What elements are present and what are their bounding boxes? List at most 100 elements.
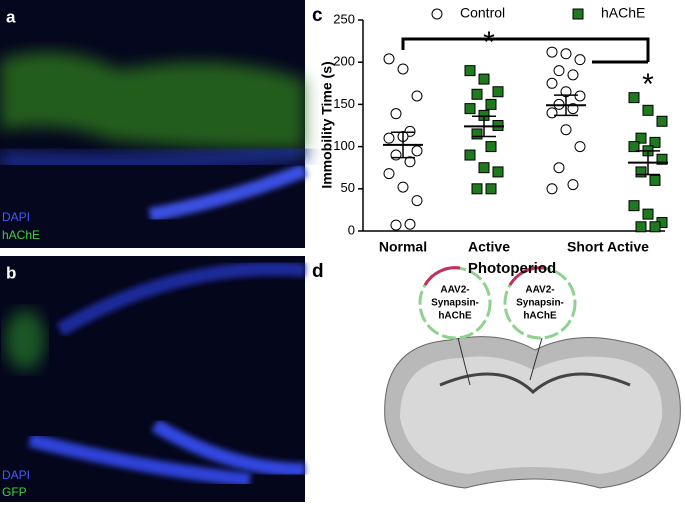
significance-bracket xyxy=(401,37,650,62)
x-tick-label: Active xyxy=(468,239,510,255)
x-tick-label: Short Active xyxy=(567,239,649,255)
data-point xyxy=(642,104,654,116)
data-point xyxy=(471,88,483,100)
data-point xyxy=(397,181,409,193)
data-point xyxy=(649,174,661,186)
hippocampus xyxy=(439,372,631,395)
y-tick-label: 200 xyxy=(333,54,355,69)
data-point xyxy=(628,200,640,212)
vector-label: Synapsin- xyxy=(431,298,479,309)
data-point xyxy=(464,103,476,115)
data-point xyxy=(464,149,476,161)
vector-label: hAChE xyxy=(523,311,557,322)
y-tick-label: 50 xyxy=(341,180,355,195)
injection-line xyxy=(457,337,471,386)
data-point xyxy=(478,73,490,85)
significance-mark: * xyxy=(483,26,495,59)
legend-label: Control xyxy=(460,5,505,21)
stain-label: GFP xyxy=(2,485,27,499)
data-point xyxy=(560,124,572,136)
data-point xyxy=(574,141,586,153)
y-tick-label: 150 xyxy=(333,96,355,111)
data-point xyxy=(628,141,640,153)
data-point xyxy=(642,208,654,220)
vector-map xyxy=(508,266,546,286)
x-tick-label: Normal xyxy=(379,239,427,255)
data-point xyxy=(390,108,402,120)
data-point xyxy=(635,221,647,233)
panel-label: c xyxy=(312,5,323,26)
panel-label: a xyxy=(6,7,16,26)
data-point xyxy=(485,98,497,110)
data-point xyxy=(567,69,579,81)
significance-mark: * xyxy=(642,68,654,101)
stain-region xyxy=(56,261,306,337)
panel-label: b xyxy=(6,263,16,282)
vector-label: AAV2- xyxy=(440,285,469,296)
panel-d: d AAV2- Synapsin-hAChE AAV2- Synapsin-hAChE xyxy=(312,261,681,489)
stain-label: hAChE xyxy=(2,228,40,242)
data-point xyxy=(485,183,497,195)
data-point xyxy=(553,65,565,77)
data-point xyxy=(553,162,565,174)
data-point xyxy=(656,115,668,127)
data-point xyxy=(649,136,661,148)
y-tick-label: 250 xyxy=(333,11,355,26)
data-point xyxy=(411,195,423,207)
legend-label: hAChE xyxy=(601,5,645,21)
stain-region xyxy=(151,418,306,477)
data-point xyxy=(492,86,504,98)
stain-region xyxy=(0,140,307,174)
injection-line xyxy=(529,337,543,381)
data-point xyxy=(635,166,647,178)
data-point xyxy=(656,153,668,165)
legend-marker xyxy=(431,8,443,20)
data-point xyxy=(567,179,579,191)
data-point xyxy=(649,221,661,233)
data-point xyxy=(574,54,586,66)
y-axis-label: Immobility Time (s) xyxy=(319,61,335,188)
y-tick-label: 0 xyxy=(348,222,355,237)
data-point xyxy=(404,156,416,168)
data-point xyxy=(471,183,483,195)
data-point xyxy=(628,92,640,104)
stain-region xyxy=(28,433,251,487)
legend-marker xyxy=(572,8,584,20)
vector-label: hAChE xyxy=(438,311,472,322)
vector-label: Synapsin- xyxy=(516,298,564,309)
data-point xyxy=(471,128,483,140)
panel-label: d xyxy=(312,261,324,282)
data-point xyxy=(492,166,504,178)
panel-b: b DAPI GFP xyxy=(0,256,306,502)
data-point xyxy=(383,53,395,65)
data-point xyxy=(397,63,409,75)
vector-label: AAV2- xyxy=(525,285,554,296)
stain-label: DAPI xyxy=(2,468,30,482)
data-point xyxy=(383,168,395,180)
brain-section xyxy=(400,356,663,474)
data-point xyxy=(574,90,586,102)
data-point xyxy=(478,162,490,174)
data-point xyxy=(546,77,558,89)
vector-map xyxy=(423,266,461,286)
data-point xyxy=(485,141,497,153)
panel-c: c Immobility Time (s) Photoperiod 0 50 100… xyxy=(312,5,668,277)
data-point xyxy=(404,218,416,230)
data-point xyxy=(411,90,423,102)
data-point xyxy=(635,132,647,144)
y-tick-label: 100 xyxy=(333,138,355,153)
data-point xyxy=(546,46,558,58)
data-point xyxy=(390,219,402,231)
x-axis-label: Photoperiod xyxy=(468,260,556,277)
data-point xyxy=(390,149,402,161)
stain-region xyxy=(5,310,45,370)
data-point xyxy=(546,183,558,195)
data-point xyxy=(560,48,572,60)
data-point xyxy=(411,145,423,157)
data-point xyxy=(546,107,558,119)
stain-region xyxy=(148,163,308,222)
data-point xyxy=(383,132,395,144)
stain-region xyxy=(0,52,305,150)
data-point xyxy=(464,65,476,77)
